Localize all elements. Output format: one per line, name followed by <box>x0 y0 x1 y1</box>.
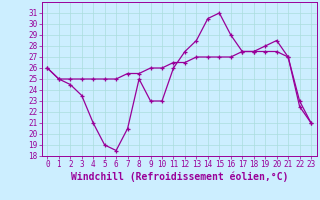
X-axis label: Windchill (Refroidissement éolien,°C): Windchill (Refroidissement éolien,°C) <box>70 172 288 182</box>
